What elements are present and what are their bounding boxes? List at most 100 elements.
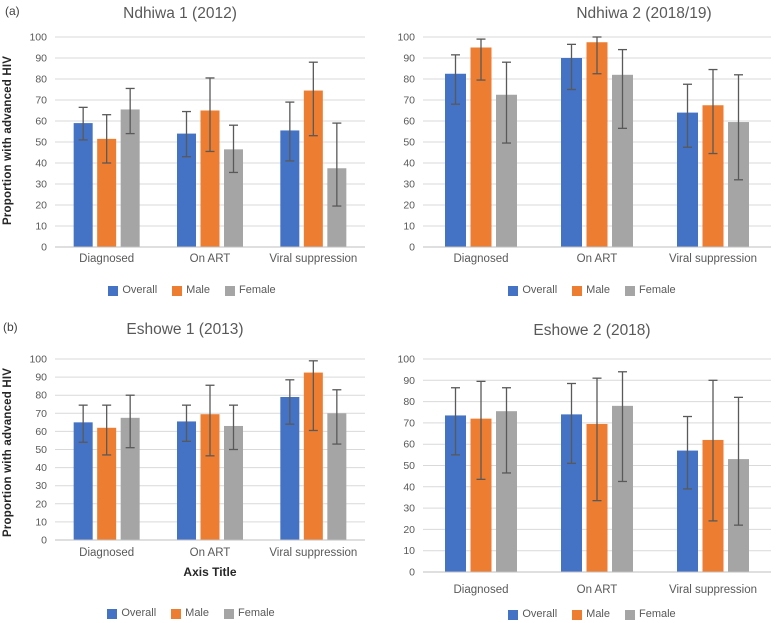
bar-male (200, 110, 220, 247)
error-bar (567, 43, 576, 91)
bar-male (303, 372, 323, 540)
legend-item-female: Female (225, 284, 276, 297)
bar-female (120, 417, 140, 540)
error-bar (102, 404, 112, 456)
category-label: Diagnosed (79, 253, 134, 265)
error-bar (618, 371, 627, 483)
error-bar (502, 61, 511, 144)
y-tick-label: 30 (35, 179, 47, 191)
chart-ndhiwa-2: Ndhiwa 2 (2018/19) 0 10 20 30 40 50 60 70 80 90 10… (390, 0, 780, 305)
y-tick-label: 0 (409, 567, 415, 579)
legend-swatch-female (225, 285, 235, 296)
y-tick-label: 70 (35, 95, 47, 107)
bar-male (702, 105, 724, 247)
y-tick-label: 20 (403, 200, 415, 212)
legend-item-female: Female (224, 607, 275, 620)
bar-male (470, 418, 492, 572)
error-bar (567, 382, 576, 465)
legend-label: Male (186, 284, 210, 296)
y-tick-label: 60 (35, 116, 47, 128)
error-bar (78, 106, 88, 141)
y-tick-label: 20 (403, 524, 415, 536)
y-tick-label: 70 (35, 408, 47, 420)
legend-swatch-overall (508, 285, 519, 296)
error-bar (592, 36, 602, 75)
error-bar (205, 384, 215, 457)
bar-female (327, 413, 347, 540)
category-label: Diagnosed (454, 253, 509, 265)
legend-item-female: Female (625, 284, 676, 297)
y-tick-label: 40 (403, 158, 415, 170)
y-tick-label: 30 (403, 179, 415, 191)
error-bar (182, 110, 191, 158)
error-bar (78, 404, 88, 443)
y-tick-label: 30 (403, 503, 415, 515)
bar-female (496, 94, 517, 247)
error-bar (734, 396, 743, 526)
y-tick-label: 10 (35, 221, 47, 233)
plot-area: 0 10 20 30 40 50 60 70 80 90 100 Diagnosed On ART Vir… (397, 354, 771, 596)
y-tick-label: 30 (35, 480, 47, 492)
legend-item-male: Male (572, 284, 610, 297)
y-tick-label: 10 (35, 516, 47, 528)
bar-overall (677, 450, 698, 572)
error-bar (683, 83, 692, 148)
y-tick-label: 40 (35, 462, 47, 474)
legend-label: Overall (522, 608, 558, 620)
error-bar (229, 404, 238, 451)
bar-male (470, 47, 492, 247)
legend-swatch-overall (508, 609, 519, 620)
error-bar (734, 74, 743, 181)
y-tick-label: 90 (35, 53, 47, 65)
y-tick-label: 90 (35, 372, 47, 384)
error-bar (182, 404, 191, 443)
bar-overall (73, 123, 93, 247)
legend-swatch-male (172, 285, 183, 296)
legend-item-male: Male (572, 608, 610, 621)
error-bar (618, 48, 627, 129)
error-bar (502, 387, 511, 474)
y-tick-label: 100 (397, 354, 415, 366)
y-tick-label: 50 (35, 444, 47, 456)
bar-female (496, 411, 517, 572)
legend-label: Male (185, 607, 209, 619)
y-tick-label: 80 (403, 396, 415, 408)
legend: Overall Male Female (0, 607, 382, 620)
plot-area: 0 10 20 30 40 50 60 70 80 90 100 Diagnosed On ART Vir… (29, 32, 365, 265)
bar-overall (445, 415, 466, 572)
chart-title: Ndhiwa 2 (2018/19) (576, 5, 712, 22)
bar-female (327, 168, 347, 247)
y-tick-label: 80 (403, 74, 415, 86)
y-tick-label: 70 (403, 417, 415, 429)
legend-label: Female (639, 284, 676, 296)
chart-eshowe-2: Eshowe 2 (2018) 0 10 20 30 40 50 60 70 80 90 100 Di… (390, 310, 780, 623)
error-bar (205, 77, 215, 153)
y-tick-label: 50 (403, 137, 415, 149)
legend-item-overall: Overall (508, 608, 557, 621)
legend-label: Male (586, 608, 610, 620)
bar-male (97, 427, 117, 540)
bar-male (97, 138, 117, 247)
category-label: Viral suppression (669, 584, 757, 596)
category-label: Viral suppression (269, 547, 357, 559)
legend-label: Female (239, 284, 276, 296)
legend-item-female: Female (625, 608, 676, 621)
legend-label: Overall (522, 284, 558, 296)
y-tick-label: 20 (35, 498, 47, 510)
bar-female (612, 405, 633, 572)
bar-female (728, 122, 749, 247)
bar-male (586, 42, 608, 247)
bar-overall (561, 414, 582, 572)
bar-female (612, 74, 633, 247)
bar-overall (280, 397, 300, 540)
chart-title: Eshowe 1 (2013) (126, 321, 244, 338)
y-tick-label: 40 (403, 481, 415, 493)
bar-overall (561, 58, 582, 247)
y-tick-label: 90 (403, 375, 415, 387)
bar-female (120, 109, 140, 247)
legend-label: Female (238, 607, 275, 619)
chart-eshowe-1: (b) Eshowe 1 (2013) Proportion with adva… (0, 310, 390, 623)
y-tick-label: 50 (35, 137, 47, 149)
legend-label: Overall (122, 284, 158, 296)
